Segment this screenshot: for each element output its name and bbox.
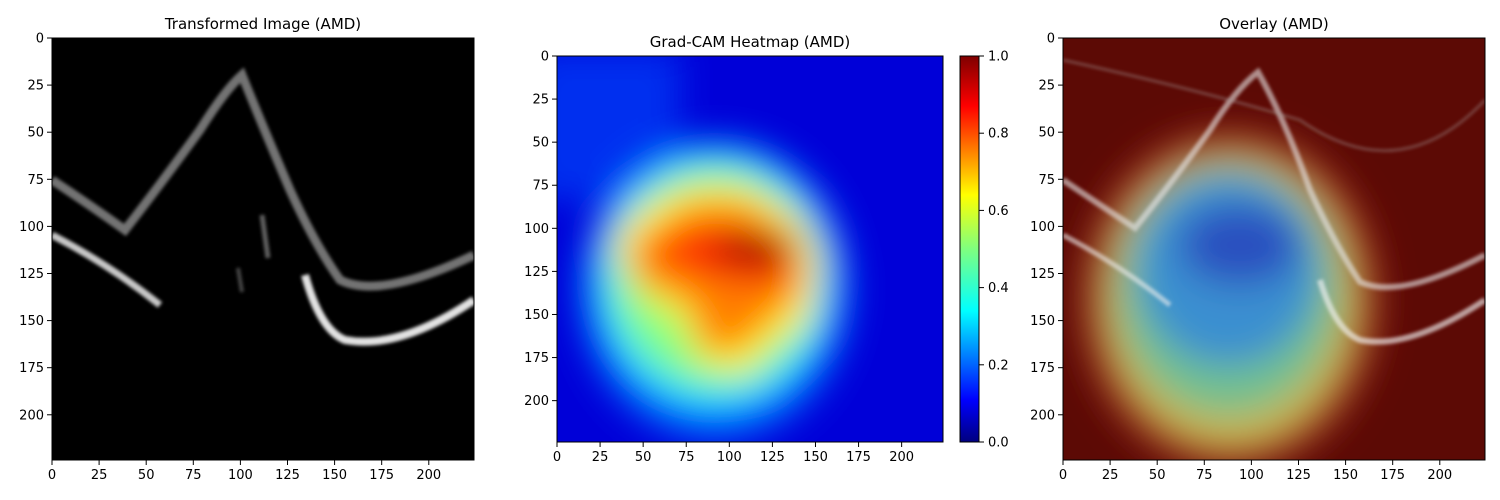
x-tick-label: 175 [846,450,871,465]
x-tick-label: 175 [369,468,394,483]
oct-scan-image [52,38,474,460]
y-tick-label: 50 [27,126,44,141]
y-tick-label: 50 [1038,126,1055,141]
x-tick-label: 150 [1333,468,1358,483]
gradcam-heatmap-image [557,56,943,442]
axis-ticks: 0 25 50 75 100 125 150 175 200 0 25 50 75 100 125 150 17… [524,50,914,466]
y-tick-label: 25 [1038,79,1055,94]
x-tick-label: 175 [1380,468,1405,483]
panel-gradcam-heatmap: Grad-CAM Heatmap (AMD) 0 25 50 75 100 125 150 1… [524,33,1009,465]
y-tick-label: 175 [19,361,44,376]
overlay-image [1063,38,1485,460]
y-tick-label: 150 [19,314,44,329]
x-tick-label: 125 [275,468,300,483]
y-tick-label: 100 [1030,220,1055,235]
x-tick-label: 0 [48,468,56,483]
y-tick-label: 25 [532,93,549,108]
y-tick-label: 125 [524,265,549,280]
x-tick-label: 25 [1102,468,1119,483]
y-tick-label: 150 [524,308,549,323]
y-tick-label: 100 [19,220,44,235]
x-tick-label: 0 [1059,468,1067,483]
y-tick-label: 200 [1030,408,1055,423]
panel-title: Overlay (AMD) [1219,15,1329,33]
x-tick-label: 150 [803,450,828,465]
y-tick-label: 0 [1047,32,1055,47]
colorbar-tick-label: 1.0 [988,50,1009,65]
panel-overlay: Overlay (AMD) 0 25 50 75 100 125 150 175 200 0 25 5… [1030,15,1486,484]
colorbar-tick-label: 0.8 [988,127,1009,142]
colorbar-tick-label: 0.2 [988,358,1009,373]
colorbar: 0.0 0.2 0.4 0.6 0.8 1.0 [959,50,1009,451]
y-tick-label: 200 [19,408,44,423]
y-tick-label: 75 [532,179,549,194]
x-tick-label: 100 [228,468,253,483]
colorbar-tick-label: 0.6 [988,204,1009,219]
x-tick-label: 25 [91,468,108,483]
panel-title: Transformed Image (AMD) [164,15,361,33]
y-tick-label: 75 [27,173,44,188]
axis-ticks: 0 25 50 75 100 125 150 175 200 0 25 50 75 100 125 150 17… [1030,32,1452,484]
x-tick-label: 125 [760,450,785,465]
colorbar-ticks: 0.0 0.2 0.4 0.6 0.8 1.0 [979,50,1009,451]
x-tick-label: 100 [1239,468,1264,483]
x-tick-label: 25 [592,450,609,465]
x-tick-label: 200 [1427,468,1452,483]
panel-transformed-image: Transformed Image (AMD) 0 25 50 75 100 125 150… [19,15,475,484]
y-tick-label: 0 [541,50,549,65]
y-tick-label: 125 [19,267,44,282]
x-tick-label: 0 [553,450,561,465]
colorbar-tick-label: 0.0 [988,436,1009,451]
y-tick-label: 175 [1030,361,1055,376]
y-tick-label: 125 [1030,267,1055,282]
axis-ticks: 0 25 50 75 100 125 150 175 200 0 25 50 75 100 125 150 17… [19,32,441,484]
x-tick-label: 125 [1286,468,1311,483]
x-tick-label: 50 [1149,468,1166,483]
y-tick-label: 25 [27,79,44,94]
x-tick-label: 200 [416,468,441,483]
y-tick-label: 75 [1038,173,1055,188]
x-tick-label: 50 [635,450,652,465]
x-tick-label: 75 [678,450,695,465]
y-tick-label: 150 [1030,314,1055,329]
colorbar-tick-label: 0.4 [988,281,1009,296]
x-tick-label: 100 [717,450,742,465]
x-tick-label: 150 [322,468,347,483]
panel-title: Grad-CAM Heatmap (AMD) [650,33,851,51]
x-tick-label: 50 [138,468,155,483]
x-tick-label: 200 [889,450,914,465]
y-tick-label: 50 [532,136,549,151]
y-tick-label: 0 [36,32,44,47]
x-tick-label: 75 [185,468,202,483]
x-tick-label: 75 [1196,468,1213,483]
y-tick-label: 175 [524,351,549,366]
y-tick-label: 200 [524,394,549,409]
y-tick-label: 100 [524,222,549,237]
